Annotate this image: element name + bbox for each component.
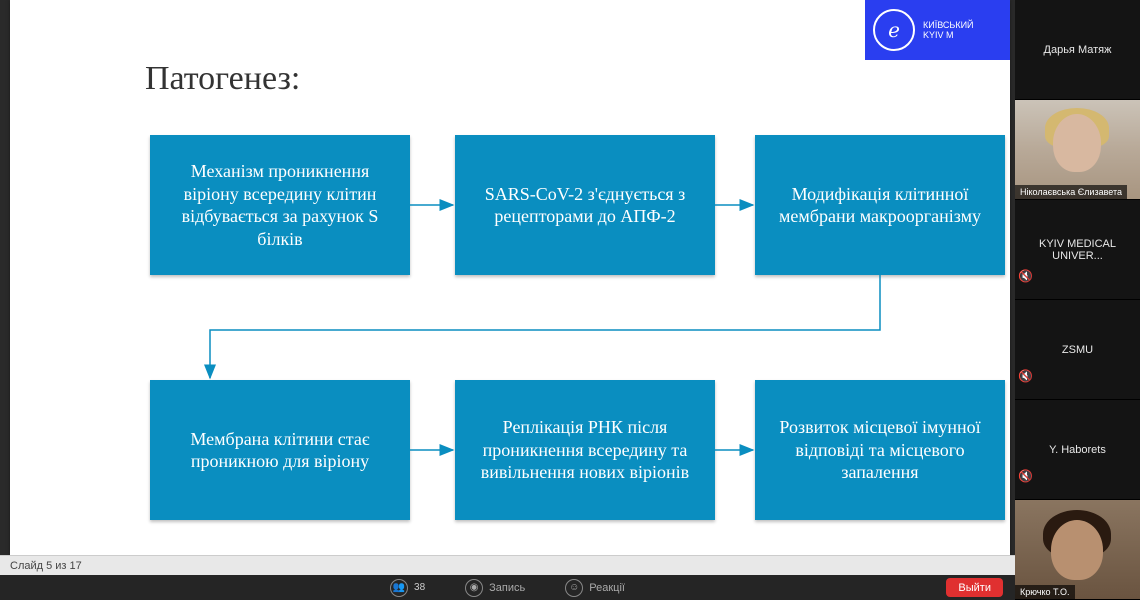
muted-icon: 🔇 bbox=[1018, 269, 1030, 281]
record-button[interactable]: ◉ Запись bbox=[465, 579, 525, 597]
logo-icon: ℯ bbox=[873, 9, 915, 51]
exit-label: Выйти bbox=[958, 582, 991, 594]
participant-name: KYIV MEDICAL UNIVER... bbox=[1015, 238, 1140, 262]
presentation-area: ℯ КИЇВСЬКИЙ KYIV M Патогенез: Механізм п… bbox=[0, 0, 1015, 600]
record-label: Запись bbox=[489, 582, 525, 594]
participant-name: ZSMU bbox=[1056, 344, 1099, 356]
participants-count: 38 bbox=[414, 582, 425, 593]
slide-counter-bar: Слайд 5 из 17 bbox=[0, 555, 1015, 575]
flow-node-1: Механізм проникнення віріону всередину к… bbox=[150, 135, 410, 275]
flow-node-2: SARS-CoV-2 з'єднується з рецепторами до … bbox=[455, 135, 715, 275]
slide: ℯ КИЇВСЬКИЙ KYIV M Патогенез: Механізм п… bbox=[10, 0, 1010, 555]
reactions-icon: ☺ bbox=[565, 579, 583, 597]
participant-tile[interactable]: Ніколаєвська Єлизавета bbox=[1015, 100, 1140, 200]
record-icon: ◉ bbox=[465, 579, 483, 597]
flow-node-6: Розвиток місцевої імунної відповіді та м… bbox=[755, 380, 1005, 520]
flow-node-3: Модифікація клітинної мембрани макроорга… bbox=[755, 135, 1005, 275]
participant-tile[interactable]: 🔇 ZSMU bbox=[1015, 300, 1140, 400]
reactions-button[interactable]: ☺ Реакції bbox=[565, 579, 625, 597]
muted-icon: 🔇 bbox=[1018, 369, 1030, 381]
participant-name: Крючко Т.О. bbox=[1015, 585, 1075, 599]
logo-text: КИЇВСЬКИЙ KYIV M bbox=[923, 20, 974, 41]
logo-line2: KYIV M bbox=[923, 30, 974, 40]
exit-button[interactable]: Выйти bbox=[946, 578, 1003, 597]
participants-button[interactable]: 👥 38 bbox=[390, 579, 425, 597]
zoom-toolbar: 👥 38 ◉ Запись ☺ Реакції Выйти bbox=[0, 575, 1015, 600]
participant-name: Y. Haborets bbox=[1043, 444, 1112, 456]
reactions-label: Реакції bbox=[589, 582, 625, 594]
participant-tile[interactable]: Крючко Т.О. bbox=[1015, 500, 1140, 600]
participant-name: Ніколаєвська Єлизавета bbox=[1015, 185, 1127, 199]
slide-viewport: ℯ КИЇВСЬКИЙ KYIV M Патогенез: Механізм п… bbox=[0, 0, 1015, 555]
participant-name: Дарья Матяж bbox=[1038, 44, 1118, 56]
slide-title: Патогенез: bbox=[145, 60, 300, 98]
participants-panel: Дарья Матяж Ніколаєвська Єлизавета 🔇 KYI… bbox=[1015, 0, 1140, 600]
university-logo-badge: ℯ КИЇВСЬКИЙ KYIV M bbox=[865, 0, 1010, 60]
logo-line1: КИЇВСЬКИЙ bbox=[923, 20, 974, 30]
flow-node-5: Реплікація РНК після проникнення всереди… bbox=[455, 380, 715, 520]
avatar bbox=[1051, 520, 1103, 580]
slide-counter-text: Слайд 5 из 17 bbox=[10, 560, 82, 572]
participants-icon: 👥 bbox=[390, 579, 408, 597]
flow-node-4: Мембрана клітини стає проникною для вірі… bbox=[150, 380, 410, 520]
participant-tile[interactable]: Дарья Матяж bbox=[1015, 0, 1140, 100]
participant-tile[interactable]: 🔇 KYIV MEDICAL UNIVER... bbox=[1015, 200, 1140, 300]
muted-icon: 🔇 bbox=[1018, 469, 1030, 481]
avatar bbox=[1053, 114, 1101, 172]
participant-tile[interactable]: 🔇 Y. Haborets bbox=[1015, 400, 1140, 500]
